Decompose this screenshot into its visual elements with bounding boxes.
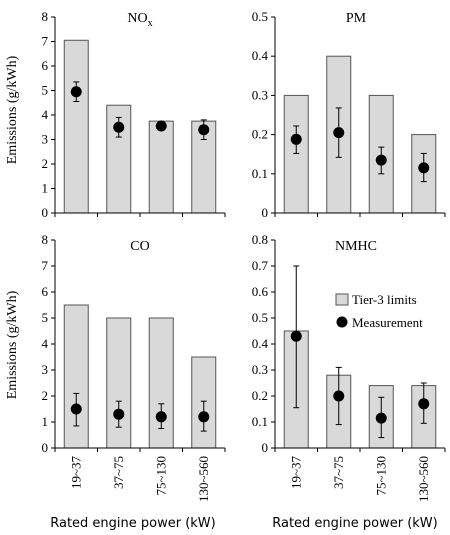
panel-1: 0 0.1 0.2 0.3 0.4 0.5 PM [252,9,446,220]
chart-panels: 0 1 2 3 4 5 6 7 8 NOx 0 0.1 0.2 0.3 0.4 0.5 PM 0 1 2 3 4 5 6 7 8 1… [42,9,446,502]
measurement-point-0-0 [70,86,82,98]
bar-tier3-2-1 [106,317,132,449]
y-tick-label-3: 0 [262,440,269,455]
bar-tier3-0-0 [63,39,89,214]
x-axis-title-right: Rated engine power (kW) [272,516,438,531]
measurement-point-1-3 [418,162,430,174]
y-tick-label-1: 0.2 [252,127,268,142]
legend-label-measurement: Measurement [352,315,423,330]
measurement-point-0-1 [113,121,125,133]
panel-2: 0 1 2 3 4 5 6 7 8 19~37 37~75 75~130 130~560 CO [42,232,226,502]
legend-label-tier3: Tier-3 limits [352,292,417,307]
x-category-label-3-0: 19~37 [288,456,303,490]
y-tick-label-3: 0.6 [252,284,269,299]
y-tick-label-2: 7 [42,258,49,273]
x-category-label-2-3: 130~560 [196,456,211,502]
y-tick-label-0: 8 [42,9,49,24]
measurement-point-3-3 [418,398,430,410]
y-tick-label-2: 1 [42,414,49,429]
y-tick-label-3: 0.5 [252,310,268,325]
y-tick-label-0: 6 [42,58,49,73]
measurement-point-0-3 [198,124,210,136]
panel-title-1: PM [346,11,367,26]
y-tick-label-2: 2 [42,388,49,403]
measurement-point-0-2 [155,120,167,132]
measurement-point-1-0 [290,133,302,145]
y-tick-label-0: 3 [42,132,49,147]
measurement-point-2-3 [198,411,210,423]
y-tick-label-1: 0.1 [252,166,268,181]
measurement-point-3-2 [375,412,387,424]
y-tick-label-1: 0.3 [252,87,268,102]
legend-marker-measurement [336,316,348,328]
y-tick-label-3: 0.1 [252,414,268,429]
x-category-label-3-1: 37~75 [331,456,346,489]
x-category-label-3-2: 75~130 [373,456,388,496]
y-tick-label-0: 2 [42,156,49,171]
x-category-label-2-1: 37~75 [111,456,126,489]
y-tick-label-1: 0.5 [252,9,268,24]
measurement-point-2-1 [113,408,125,420]
y-tick-label-3: 0.4 [252,336,269,351]
y-tick-label-2: 6 [42,284,49,299]
legend-swatch-tier3 [335,293,349,306]
measurement-point-2-2 [155,411,167,423]
y-tick-label-2: 4 [42,336,49,351]
y-tick-label-3: 0.8 [252,232,268,247]
measurement-point-3-0 [290,330,302,342]
bar-tier3-0-2 [148,120,174,214]
y-tick-label-0: 4 [42,107,49,122]
y-tick-label-2: 3 [42,362,49,377]
panel-title-3: NMHC [335,239,377,254]
legend: Tier-3 limits Measurement [335,292,423,330]
y-tick-label-2: 8 [42,232,49,247]
y-axis-title-top: Emissions (g/kWh) [5,55,20,164]
panel-title-0: NOx [127,11,152,29]
measurement-point-3-1 [333,390,345,402]
x-axis-title-left: Rated engine power (kW) [50,516,216,531]
y-tick-label-3: 0.2 [252,388,268,403]
y-tick-label-0: 0 [42,205,49,220]
x-category-label-3-3: 130~560 [416,456,431,502]
panel-title-subscript-0: x [148,18,153,29]
y-tick-label-2: 0 [42,440,49,455]
y-tick-label-0: 7 [42,34,49,49]
panel-3: 0 0.1 0.2 0.3 0.4 0.5 0.6 0.7 0.8 19~37 37~75 75~13… [252,232,446,502]
x-category-label-2-0: 19~37 [68,456,83,490]
measurement-point-1-1 [333,127,345,139]
y-axis-title-bottom: Emissions (g/kWh) [5,290,20,399]
y-tick-label-1: 0 [262,205,269,220]
y-tick-label-0: 1 [42,181,49,196]
x-category-label-2-2: 75~130 [153,456,168,496]
bar-tier3-1-0 [283,94,309,214]
measurement-point-1-2 [375,154,387,166]
y-tick-label-0: 5 [42,83,49,98]
y-tick-label-1: 0.4 [252,48,269,63]
y-tick-label-3: 0.3 [252,362,268,377]
panel-title-2: CO [130,239,149,254]
y-tick-label-3: 0.7 [252,258,269,273]
measurement-point-2-0 [70,403,82,415]
y-tick-label-2: 5 [42,310,49,325]
bar-tier3-2-0 [63,304,89,449]
panel-0: 0 1 2 3 4 5 6 7 8 NOx [42,9,226,220]
